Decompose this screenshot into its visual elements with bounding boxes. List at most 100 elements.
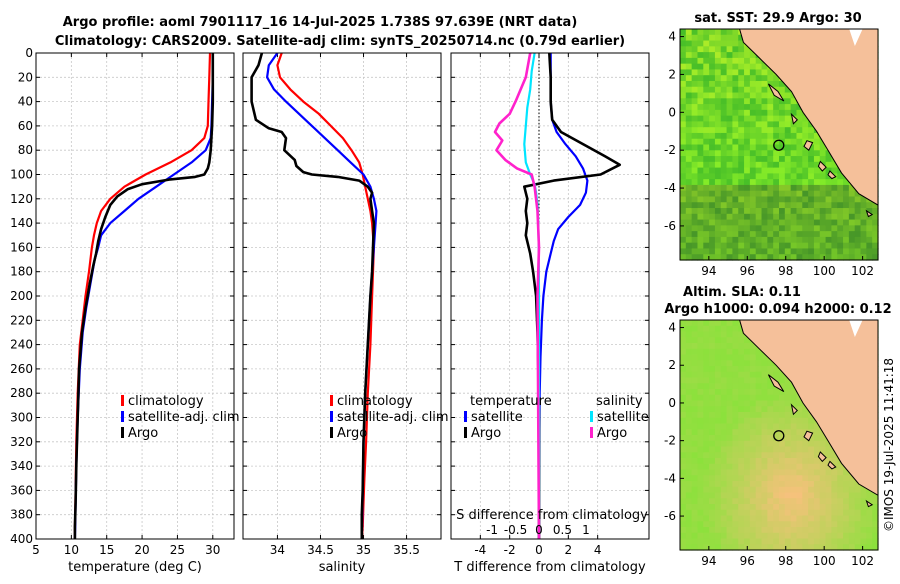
ocean-cell — [691, 75, 699, 82]
ocean-cell — [680, 440, 687, 448]
ocean-cell — [720, 423, 728, 430]
ocean-cell — [773, 469, 780, 476]
ocean-cell — [761, 440, 768, 448]
ocean-cell — [738, 69, 745, 76]
ocean-cell — [691, 360, 699, 367]
ocean-cell — [697, 492, 704, 499]
ocean-cell — [691, 394, 699, 402]
ocean-cell — [779, 213, 786, 221]
ocean-cell — [773, 429, 780, 436]
ocean-cell — [761, 360, 768, 367]
ocean-cell — [779, 481, 786, 488]
ocean-cell — [691, 69, 699, 76]
ocean-cell — [872, 544, 879, 551]
ocean-cell — [755, 225, 763, 232]
ocean-cell — [680, 325, 687, 333]
legend-swatch-argo — [330, 427, 333, 438]
ocean-cell — [848, 509, 856, 517]
ocean-cell — [709, 504, 716, 511]
ocean-cell — [720, 132, 728, 140]
ocean-cell — [755, 383, 763, 390]
ocean-cell — [744, 63, 751, 71]
ocean-cell — [802, 538, 809, 545]
ocean-cell — [767, 452, 774, 459]
ocean-cell — [726, 469, 734, 476]
ocean-cell — [802, 196, 809, 203]
legend-label-satellite: satellite-adj. clim — [337, 410, 449, 425]
ocean-cell — [738, 371, 745, 379]
ocean-cell — [784, 538, 792, 545]
ocean-cell — [848, 486, 856, 494]
ocean-cell — [837, 463, 844, 471]
ocean-cell — [755, 184, 763, 192]
ocean-cell — [749, 527, 757, 534]
ocean-cell — [819, 156, 827, 163]
ocean-cell — [779, 394, 786, 402]
ocean-cell — [738, 417, 745, 425]
ocean-cell — [691, 331, 699, 338]
ocean-cell — [843, 509, 850, 517]
ocean-cell — [860, 509, 867, 517]
ocean-cell — [685, 231, 693, 238]
island — [767, 83, 785, 102]
ocean-cell — [837, 532, 844, 540]
plot-frame — [35, 52, 235, 540]
ocean-cell — [744, 417, 751, 425]
ocean-cell — [738, 121, 745, 128]
legend-label-t-satellite: satellite — [471, 410, 523, 425]
y-tick-label: 260 — [10, 362, 33, 376]
ocean-cell — [720, 80, 728, 88]
ocean-cell — [709, 389, 716, 396]
ocean-cell — [784, 394, 792, 402]
ocean-cell — [726, 254, 734, 261]
argo-location-marker — [773, 430, 785, 442]
ocean-cell — [796, 504, 803, 511]
ocean-cell — [784, 440, 792, 448]
ocean-cell — [808, 481, 815, 488]
y-tick-label: 80 — [18, 143, 33, 157]
ocean-cell — [848, 532, 856, 540]
ocean-cell — [749, 173, 757, 180]
ocean-cell — [720, 463, 728, 471]
ocean-cell — [790, 394, 798, 402]
ocean-cell — [691, 417, 699, 425]
ocean-cell — [796, 406, 803, 413]
ocean-cell — [808, 236, 815, 244]
ocean-cell — [749, 504, 757, 511]
ocean-cell — [790, 184, 798, 192]
ocean-cell — [714, 242, 722, 250]
ocean-cell — [767, 167, 774, 174]
ocean-cell — [703, 423, 710, 430]
no-data-wedge — [849, 320, 863, 337]
ocean-cell — [744, 446, 751, 453]
ocean-cell — [697, 63, 704, 71]
top-tick-label: -0.5 — [504, 523, 527, 537]
ocean-cell — [749, 394, 757, 402]
ocean-cell — [697, 435, 704, 442]
ocean-cell — [796, 167, 803, 174]
ocean-cell — [837, 190, 844, 198]
ocean-cell — [790, 104, 798, 111]
ocean-cell — [691, 121, 699, 128]
ocean-cell — [714, 538, 722, 545]
ocean-cell — [738, 435, 745, 442]
ocean-cell — [714, 354, 722, 361]
ocean-cell — [709, 486, 716, 494]
ocean-cell — [761, 492, 768, 499]
ocean-cell — [761, 190, 768, 198]
ocean-cell — [784, 446, 792, 453]
ocean-cell — [796, 242, 803, 250]
ocean-cell — [808, 538, 815, 545]
ocean-cell — [790, 435, 798, 442]
ocean-cell — [726, 231, 734, 238]
ocean-cell — [773, 202, 780, 209]
legend-swatch-t-argo — [464, 427, 467, 438]
ocean-cell — [848, 202, 856, 209]
ocean-cell — [732, 179, 739, 186]
ocean-cell — [854, 481, 862, 488]
ocean-cell — [767, 69, 774, 76]
ocean-cell — [714, 452, 722, 459]
ocean-cell — [714, 236, 722, 244]
ocean-cell — [779, 80, 786, 88]
ocean-cell — [802, 486, 809, 494]
